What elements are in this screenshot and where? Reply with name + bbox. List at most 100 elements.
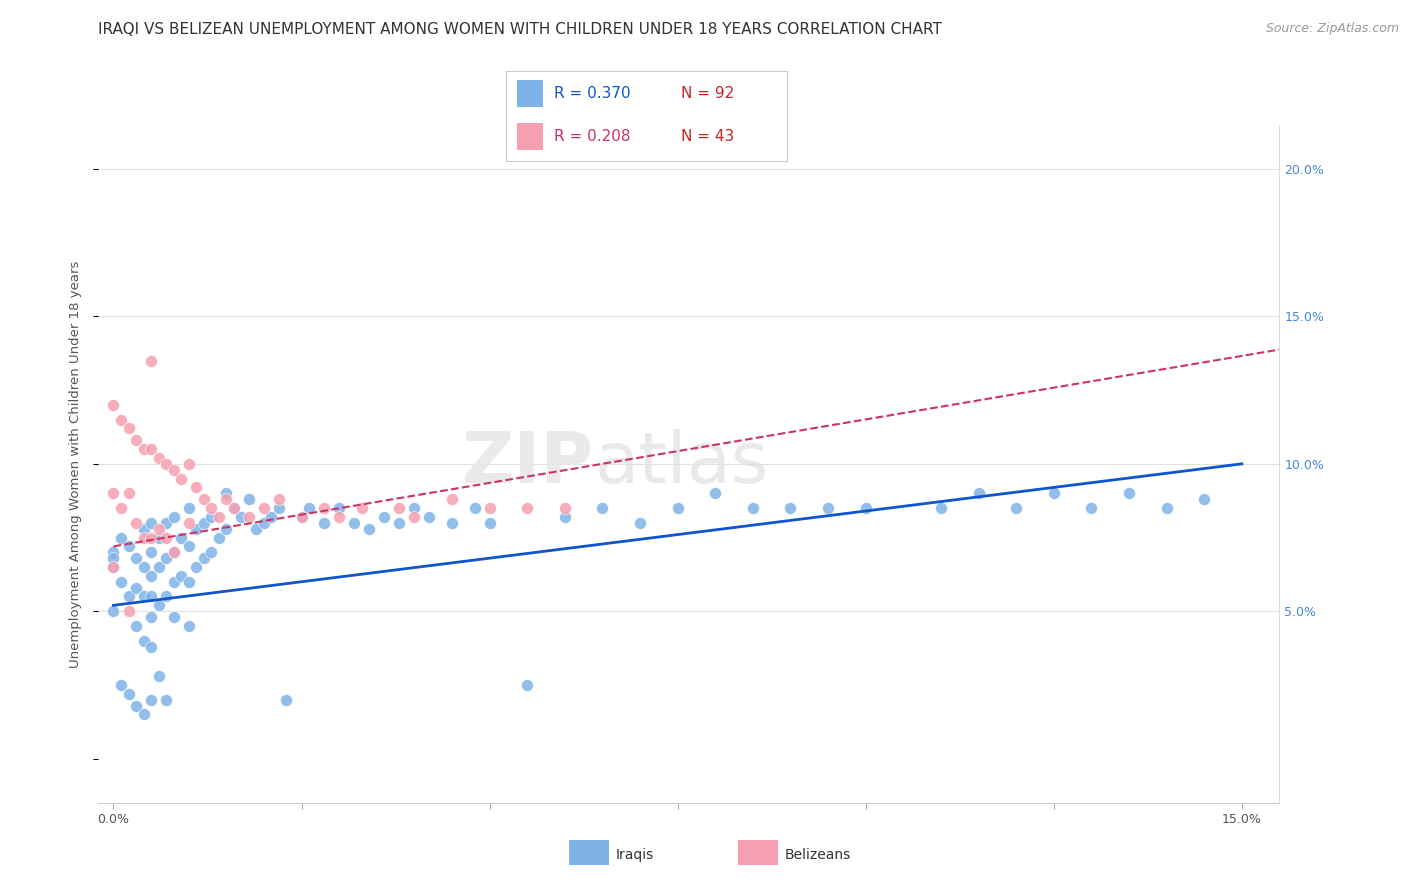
Point [666,501,689,516]
Point [215,522,238,536]
Point [125,434,148,448]
Point [290,509,312,524]
Point [132,442,155,456]
Point [170,472,193,486]
Point [125,581,148,595]
Point [132,560,155,574]
Point [1080,501,1102,516]
Point [215,486,238,500]
Point [117,604,139,618]
Bar [517,80,543,107]
Point [155,590,177,604]
Point [125,551,148,566]
Point [177,457,200,471]
Point [1156,501,1178,516]
Point [132,707,155,722]
Text: IRAQI VS BELIZEAN UNEMPLOYMENT AMONG WOMEN WITH CHILDREN UNDER 18 YEARS CORRELAT: IRAQI VS BELIZEAN UNEMPLOYMENT AMONG WOM… [98,22,942,37]
Point [208,531,231,545]
Point [125,619,148,633]
Point [163,574,186,589]
Point [516,501,538,516]
Point [222,501,245,516]
Point [117,590,139,604]
Point [139,569,162,583]
Point [103,560,125,574]
Text: R = 0.370: R = 0.370 [554,87,630,101]
Point [704,486,727,500]
Point [163,545,186,559]
Point [117,540,139,554]
Point [967,486,990,500]
Text: Iraqis: Iraqis [616,847,654,862]
Y-axis label: Unemployment Among Women with Children Under 18 years: Unemployment Among Women with Children U… [69,260,83,667]
Point [343,516,366,530]
Point [110,574,132,589]
Point [155,551,177,566]
Point [554,509,576,524]
Point [139,610,162,624]
Point [741,501,763,516]
Point [177,516,200,530]
Point [148,522,170,536]
Point [478,516,501,530]
Point [208,509,231,524]
Point [1118,486,1140,500]
Text: N = 43: N = 43 [681,129,734,144]
Point [103,604,125,618]
Point [148,599,170,613]
Point [245,522,267,536]
Point [478,501,501,516]
Point [125,516,148,530]
Point [359,522,381,536]
Point [290,509,312,524]
Point [314,501,336,516]
Point [388,501,411,516]
Point [139,516,162,530]
Point [193,516,215,530]
Point [464,501,486,516]
Point [139,692,162,706]
Point [186,480,208,494]
Point [186,560,208,574]
Point [177,619,200,633]
Point [200,509,222,524]
Point [139,640,162,654]
Point [148,560,170,574]
Point [373,509,395,524]
Point [103,545,125,559]
Point [155,531,177,545]
Point [163,463,186,477]
Point [314,516,336,530]
Point [117,486,139,500]
Point [155,692,177,706]
Point [591,501,613,516]
Point [1005,501,1028,516]
Point [628,516,651,530]
Point [103,486,125,500]
Point [132,633,155,648]
Point [1042,486,1064,500]
Point [554,501,576,516]
Point [110,531,132,545]
Point [440,516,463,530]
Point [186,522,208,536]
Point [238,509,260,524]
Point [388,516,411,530]
Point [125,698,148,713]
Point [298,501,321,516]
Point [155,457,177,471]
Point [855,501,877,516]
Point [215,492,238,507]
Point [929,501,952,516]
Text: N = 92: N = 92 [681,87,734,101]
Point [404,501,426,516]
Point [163,545,186,559]
Point [139,545,162,559]
Text: atlas: atlas [595,429,769,499]
Point [132,522,155,536]
Point [253,501,276,516]
Point [132,531,155,545]
Point [139,590,162,604]
Point [253,516,276,530]
Point [103,398,125,412]
